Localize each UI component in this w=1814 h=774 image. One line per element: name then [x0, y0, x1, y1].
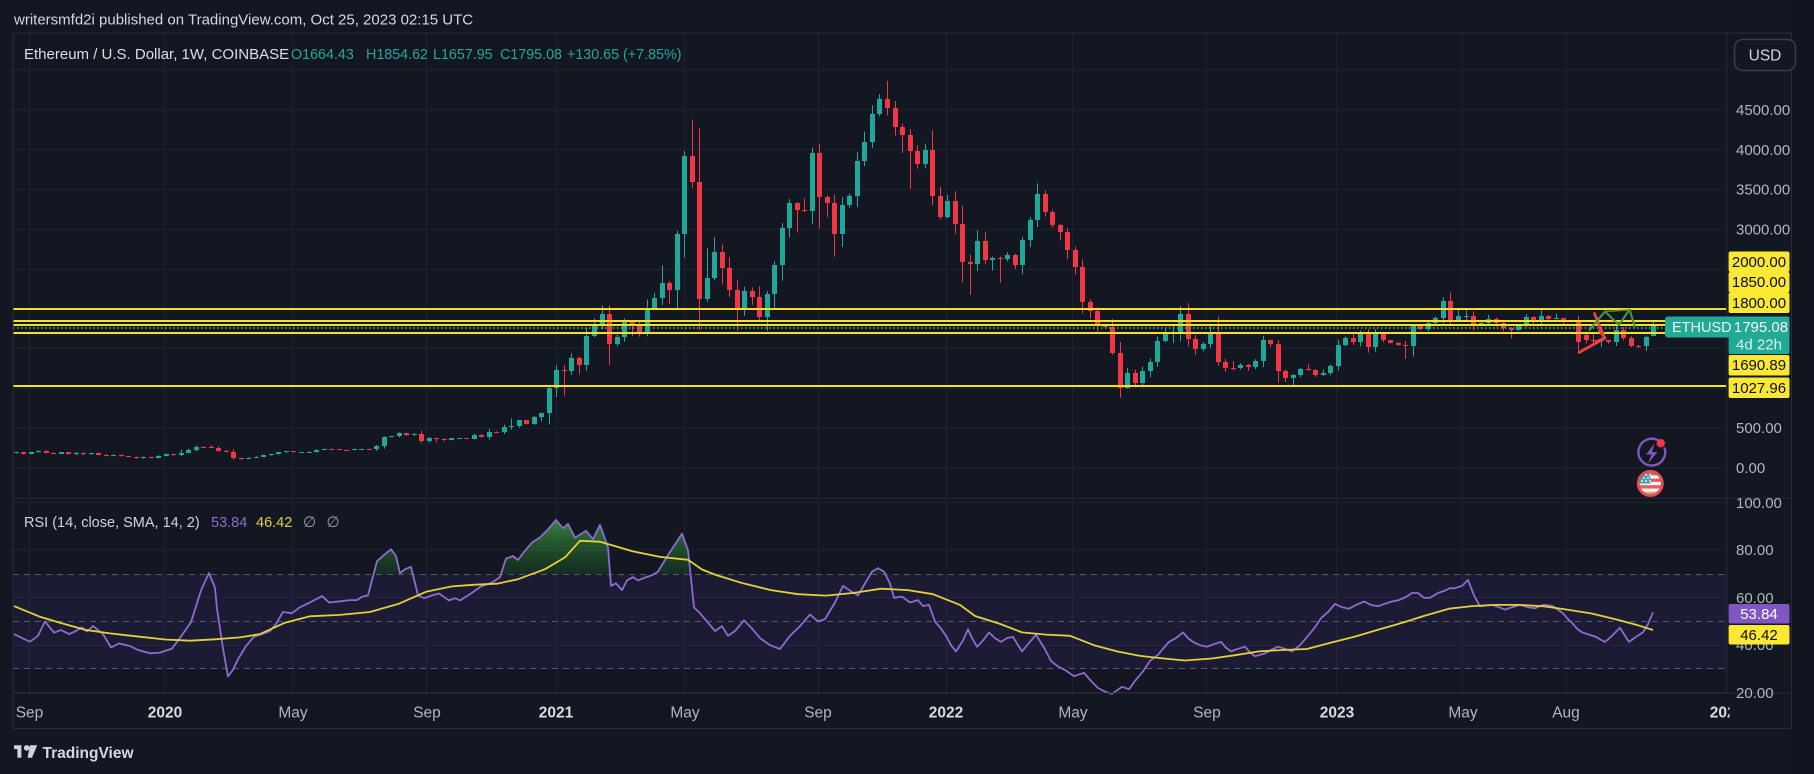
- svg-text:May: May: [1448, 705, 1478, 722]
- svg-text:May: May: [278, 705, 308, 722]
- svg-text:53.84: 53.84: [1740, 606, 1778, 623]
- svg-text:+130.65 (+7.85%): +130.65 (+7.85%): [567, 47, 681, 63]
- svg-text:1800.00: 1800.00: [1732, 295, 1786, 312]
- svg-text:1795.08: 1795.08: [1734, 319, 1788, 336]
- svg-text:80.00: 80.00: [1736, 542, 1774, 559]
- svg-text:0.00: 0.00: [1736, 460, 1765, 477]
- svg-text:46.42: 46.42: [1740, 627, 1778, 644]
- svg-text:1850.00: 1850.00: [1732, 274, 1786, 291]
- svg-text:May: May: [670, 705, 700, 722]
- svg-text:2023: 2023: [1320, 705, 1355, 722]
- svg-text:1027.96: 1027.96: [1732, 380, 1786, 397]
- svg-text:4000.00: 4000.00: [1736, 142, 1790, 159]
- svg-text:3000.00: 3000.00: [1736, 221, 1790, 238]
- svg-text:Ethereum / U.S. Dollar, 1W, CO: Ethereum / U.S. Dollar, 1W, COINBASE: [24, 46, 289, 63]
- svg-text:2024: 2024: [1710, 705, 1745, 722]
- svg-text:2022: 2022: [929, 705, 963, 722]
- svg-text:100.00: 100.00: [1736, 495, 1782, 512]
- svg-text:20.00: 20.00: [1736, 685, 1774, 702]
- svg-text:500.00: 500.00: [1736, 420, 1782, 437]
- svg-text:Sep: Sep: [413, 705, 441, 722]
- svg-text:∅: ∅: [303, 514, 316, 531]
- svg-text:C1795.08: C1795.08: [500, 47, 562, 63]
- svg-text:2020: 2020: [148, 705, 182, 722]
- svg-text:May: May: [1058, 705, 1088, 722]
- svg-text:ETHUSD: ETHUSD: [1672, 320, 1732, 336]
- svg-text:Sep: Sep: [1193, 705, 1221, 722]
- svg-text:46.42: 46.42: [256, 515, 292, 531]
- svg-text:USD: USD: [1749, 48, 1782, 65]
- svg-text:Sep: Sep: [16, 705, 44, 722]
- svg-text:L1657.95: L1657.95: [433, 47, 493, 63]
- svg-text:4500.00: 4500.00: [1736, 102, 1790, 119]
- svg-text:RSI (14, close, SMA, 14, 2): RSI (14, close, SMA, 14, 2): [24, 515, 200, 531]
- svg-text:53.84: 53.84: [211, 515, 247, 531]
- svg-text:60.00: 60.00: [1736, 590, 1774, 607]
- svg-text:2000.00: 2000.00: [1732, 254, 1786, 271]
- svg-text:2021: 2021: [539, 705, 574, 722]
- svg-text:1690.89: 1690.89: [1732, 357, 1786, 374]
- svg-text:Sep: Sep: [804, 705, 832, 722]
- svg-text:Aug: Aug: [1552, 705, 1580, 722]
- svg-text:O1664.43: O1664.43: [291, 47, 354, 63]
- svg-text:TradingView: TradingView: [43, 745, 135, 762]
- svg-text:writersmfd2i published on Trad: writersmfd2i published on TradingView.co…: [13, 12, 473, 29]
- svg-text:4d 22h: 4d 22h: [1736, 337, 1782, 354]
- svg-text:∅: ∅: [327, 514, 340, 531]
- svg-text:3500.00: 3500.00: [1736, 182, 1790, 199]
- svg-text:H1854.62: H1854.62: [366, 47, 428, 63]
